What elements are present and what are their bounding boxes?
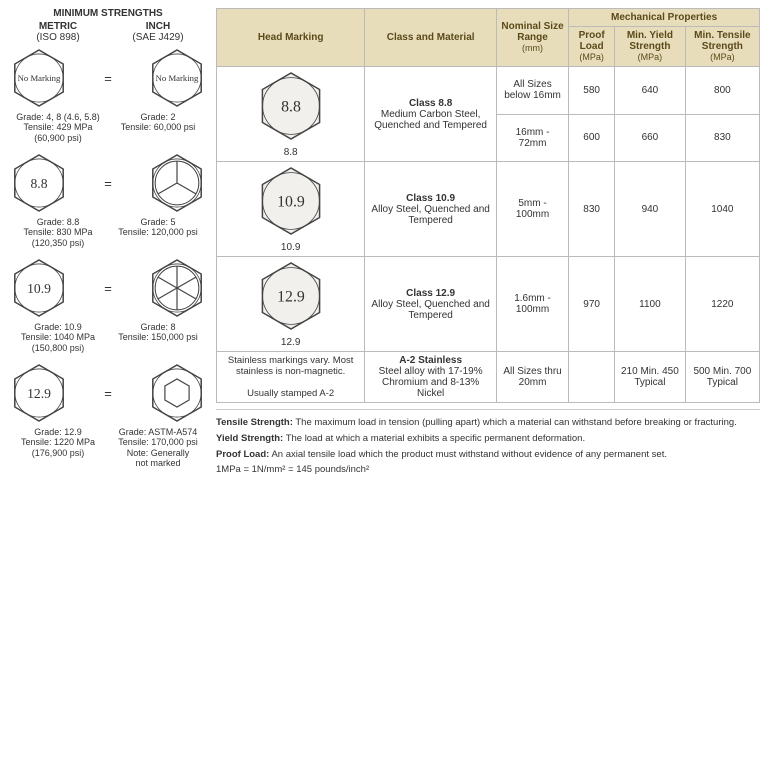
th-yield: Min. Yield Strength(MPa) [615,27,686,67]
equiv-caption: Grade: 10.9Tensile: 1040 MPa(150,800 psi… [8,322,208,353]
svg-text:8.8: 8.8 [281,99,301,116]
equiv-caption: Grade: 4, 8 (4.6, 5.8)Tensile: 429 MPa(6… [8,112,208,143]
th-mech: Mechanical Properties [569,9,760,27]
left-panel: MINIMUM STRENGTHS METRIC (ISO 898) INCH … [8,8,208,480]
note-conversion: 1MPa = 1N/mm² = 145 pounds/inch² [216,464,760,477]
cell-yield: 660 [615,114,686,162]
inch-caption: Grade: 5Tensile: 120,000 psi [108,217,208,238]
cell-yield: 1100 [615,257,686,352]
metric-hex-icon: 12.9 [8,362,70,424]
equiv-row: No Marking = No Marking [8,47,208,109]
equiv-caption: Grade: 8.8Tensile: 830 MPa(120,350 psi)G… [8,217,208,248]
equiv-caption: Grade: 12.9Tensile: 1220 MPa(176,900 psi… [8,427,208,468]
svg-text:12.9: 12.9 [27,386,51,401]
cell-tensile: 830 [685,114,759,162]
cell-class-material: Class 10.9Alloy Steel, Quenched and Temp… [365,162,497,257]
th-tensile: Min. Tensile Strength(MPa) [685,27,759,67]
svg-text:12.9: 12.9 [277,289,305,306]
cell-tensile: 800 [685,67,759,115]
table-row: Stainless markings vary. Most stainless … [217,352,760,403]
cell-proof [569,352,615,403]
cell-range: 16mm - 72mm [496,114,568,162]
notes: Tensile Strength: The maximum load in te… [216,409,760,477]
cell-proof: 580 [569,67,615,115]
cell-head-marking: 12.912.9 [217,257,365,352]
cell-yield: 640 [615,67,686,115]
note-proof: Proof Load: An axial tensile load which … [216,449,760,462]
metric-sub: (ISO 898) [36,32,79,43]
equals-sign: = [101,281,115,296]
cell-tensile: 500 Min. 700 Typical [685,352,759,403]
inch-header: INCH [146,21,170,32]
cell-class-material: A-2 StainlessSteel alloy with 17-19% Chr… [365,352,497,403]
cell-head-marking: 8.88.8 [217,67,365,162]
cell-yield: 210 Min. 450 Typical [615,352,686,403]
inch-caption: Grade: 8Tensile: 150,000 psi [108,322,208,343]
note-tensile: Tensile Strength: The maximum load in te… [216,417,760,430]
note-yield: Yield Strength: The load at which a mate… [216,433,760,446]
inch-hex-icon [146,362,208,424]
inch-hex-icon: No Marking [146,47,208,109]
th-class-material: Class and Material [365,9,497,67]
equiv-row: 8.8 = [8,152,208,214]
cell-yield: 940 [615,162,686,257]
metric-hex-icon: 8.8 [8,152,70,214]
metric-caption: Grade: 12.9Tensile: 1220 MPa(176,900 psi… [8,427,108,458]
inch-hex-icon [146,257,208,319]
svg-text:No Marking: No Marking [156,73,199,83]
cell-proof: 600 [569,114,615,162]
cell-range: 5mm - 100mm [496,162,568,257]
table-row: 8.88.8Class 8.8Medium Carbon Steel, Quen… [217,67,760,115]
cell-range: All Sizes below 16mm [496,67,568,115]
inch-hex-icon [146,152,208,214]
cell-tensile: 1040 [685,162,759,257]
cell-class-material: Class 8.8Medium Carbon Steel, Quenched a… [365,67,497,162]
right-panel: Head Marking Class and Material Nominal … [216,8,760,480]
th-nominal: Nominal Size Range(mm) [496,9,568,67]
th-proof: Proof Load(MPa) [569,27,615,67]
metric-header: METRIC [39,21,77,32]
cell-proof: 970 [569,257,615,352]
equals-sign: = [101,386,115,401]
left-col-headers: METRIC (ISO 898) INCH (SAE J429) [8,21,208,43]
inch-sub: (SAE J429) [132,32,183,43]
equiv-row: 10.9 = [8,257,208,319]
cell-proof: 830 [569,162,615,257]
inch-caption: Grade: ASTM-A574Tensile: 170,000 psiNote… [108,427,208,468]
metric-hex-icon: 10.9 [8,257,70,319]
metric-caption: Grade: 4, 8 (4.6, 5.8)Tensile: 429 MPa(6… [8,112,108,143]
svg-text:8.8: 8.8 [30,176,47,191]
th-head-marking: Head Marking [217,9,365,67]
cell-class-material: Class 12.9Alloy Steel, Quenched and Temp… [365,257,497,352]
equals-sign: = [101,71,115,86]
svg-text:10.9: 10.9 [277,194,305,211]
table-row: 10.910.9Class 10.9Alloy Steel, Quenched … [217,162,760,257]
left-title: MINIMUM STRENGTHS [8,8,208,19]
metric-caption: Grade: 10.9Tensile: 1040 MPa(150,800 psi… [8,322,108,353]
table-row: 12.912.9Class 12.9Alloy Steel, Quenched … [217,257,760,352]
equals-sign: = [101,176,115,191]
cell-head-marking: Stainless markings vary. Most stainless … [217,352,365,403]
spec-table: Head Marking Class and Material Nominal … [216,8,760,403]
cell-range: 1.6mm - 100mm [496,257,568,352]
svg-text:10.9: 10.9 [27,281,51,296]
equiv-row: 12.9 = [8,362,208,424]
metric-caption: Grade: 8.8Tensile: 830 MPa(120,350 psi) [8,217,108,248]
svg-text:No Marking: No Marking [18,73,61,83]
cell-head-marking: 10.910.9 [217,162,365,257]
main-container: MINIMUM STRENGTHS METRIC (ISO 898) INCH … [8,8,760,480]
cell-range: All Sizes thru 20mm [496,352,568,403]
metric-hex-icon: No Marking [8,47,70,109]
cell-tensile: 1220 [685,257,759,352]
inch-caption: Grade: 2Tensile: 60,000 psi [108,112,208,133]
